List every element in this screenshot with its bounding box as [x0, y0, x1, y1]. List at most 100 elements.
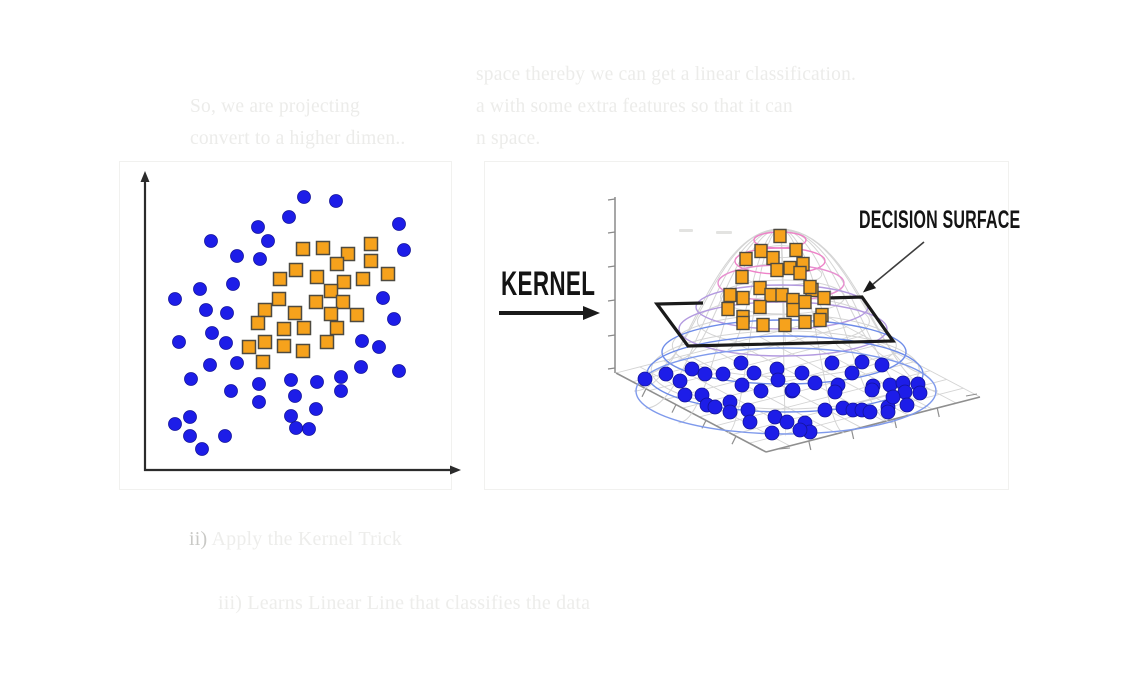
orange-square-2d — [315, 240, 331, 256]
blue-dot-3d — [764, 425, 780, 441]
blue-dot-2d — [224, 384, 238, 398]
orange-square-3d — [773, 228, 787, 244]
blue-dot-3d — [792, 422, 808, 438]
floor-front-left-edge — [615, 372, 767, 453]
kernel-label: KERNEL — [501, 265, 596, 303]
blue-dot-2d — [334, 384, 348, 398]
orange-square-2d — [255, 354, 271, 370]
orange-square-3d — [736, 315, 750, 331]
orange-square-2d — [329, 320, 345, 336]
z-axis-tick — [607, 367, 616, 370]
z-axis-tick — [607, 198, 616, 201]
blue-dot-3d — [854, 354, 870, 370]
blue-dot-3d — [733, 355, 749, 371]
orange-square-2d — [296, 320, 312, 336]
orange-square-2d — [288, 262, 304, 278]
blue-dot-3d — [880, 404, 896, 420]
orange-square-2d — [363, 253, 379, 269]
blue-dot-2d — [282, 210, 296, 224]
orange-square-2d — [349, 307, 365, 323]
smudge — [679, 229, 693, 232]
orange-square-3d — [770, 262, 784, 278]
orange-square-2d — [380, 266, 396, 282]
orange-square-3d — [813, 312, 827, 328]
blue-dot-2d — [355, 334, 369, 348]
kernel-arrowhead — [583, 306, 600, 320]
blue-dot-3d — [637, 371, 653, 387]
orange-square-3d — [764, 287, 778, 303]
orange-square-2d — [336, 274, 352, 290]
blue-dot-3d — [862, 404, 878, 420]
blue-dot-2d — [309, 402, 323, 416]
faded-text-bottom-1: ii) Apply the Kernel Trick — [189, 527, 402, 552]
blue-dot-2d — [329, 194, 343, 208]
blue-dot-2d — [184, 372, 198, 386]
floor-tick — [641, 388, 647, 398]
orange-square-3d — [721, 301, 735, 317]
orange-square-2d — [257, 302, 273, 318]
faded-text-top-3-left: convert to a higher dimen.. — [190, 128, 406, 149]
blue-dot-2d — [392, 364, 406, 378]
faded-text-bottom-1-body: Apply the Kernel Trick — [211, 528, 402, 550]
blue-dot-2d — [218, 429, 232, 443]
blue-dot-3d — [715, 366, 731, 382]
blue-dot-2d — [226, 277, 240, 291]
blue-dot-3d — [794, 365, 810, 381]
blue-dot-2d — [288, 389, 302, 403]
blue-dot-2d — [297, 190, 311, 204]
list-marker-ii: ii) — [189, 528, 208, 550]
blue-dot-3d — [697, 366, 713, 382]
blue-dot-3d — [746, 365, 762, 381]
faded-text-top-2-left: So, we are projecting — [190, 96, 360, 117]
blue-dot-2d — [289, 421, 303, 435]
bell-meridian — [779, 228, 845, 434]
orange-square-2d — [309, 269, 325, 285]
blue-dot-3d — [677, 387, 693, 403]
bell-meridian — [779, 228, 927, 375]
faded-text-top-3-right: n space. — [476, 128, 541, 149]
blue-dot-2d — [199, 303, 213, 317]
blue-dot-2d — [183, 410, 197, 424]
orange-square-2d — [319, 334, 335, 350]
orange-square-2d — [323, 306, 339, 322]
orange-square-2d — [276, 321, 292, 337]
faded-text-top-2-right: a with some extra features so that it ca… — [476, 96, 793, 117]
blue-dot-2d — [251, 220, 265, 234]
blue-dot-3d — [912, 385, 928, 401]
z-axis-tick — [607, 265, 616, 268]
orange-square-2d — [287, 305, 303, 321]
blue-dot-3d — [864, 382, 880, 398]
orange-square-2d — [335, 294, 351, 310]
orange-square-3d — [786, 302, 800, 318]
left-figure-panel — [119, 161, 452, 490]
blue-dot-2d — [354, 360, 368, 374]
decision-plane — [653, 295, 897, 348]
blue-dot-2d — [195, 442, 209, 456]
orange-square-2d — [272, 271, 288, 287]
blue-dot-2d — [219, 336, 233, 350]
orange-square-2d — [329, 256, 345, 272]
z-axis-tick — [607, 231, 616, 234]
blue-dot-2d — [284, 373, 298, 387]
z-axis-tick — [607, 299, 616, 302]
floor-corner-dash — [778, 447, 791, 450]
blue-dot-3d — [779, 414, 795, 430]
floor-tick — [936, 407, 940, 418]
blue-dot-2d — [302, 422, 316, 436]
z-axis-tick — [607, 334, 616, 337]
floor-front-right-edge — [765, 396, 981, 453]
blue-dot-3d — [844, 365, 860, 381]
blue-dot-2d — [230, 249, 244, 263]
blue-dot-3d — [707, 399, 723, 415]
bell-meridian — [727, 228, 781, 434]
blue-dot-2d — [397, 243, 411, 257]
blue-dot-2d — [193, 282, 207, 296]
blue-dot-2d — [230, 356, 244, 370]
blue-dot-2d — [392, 217, 406, 231]
orange-square-3d — [754, 243, 768, 259]
blue-dot-3d — [722, 404, 738, 420]
orange-square-2d — [295, 343, 311, 359]
blue-dot-2d — [387, 312, 401, 326]
blue-dot-2d — [284, 409, 298, 423]
